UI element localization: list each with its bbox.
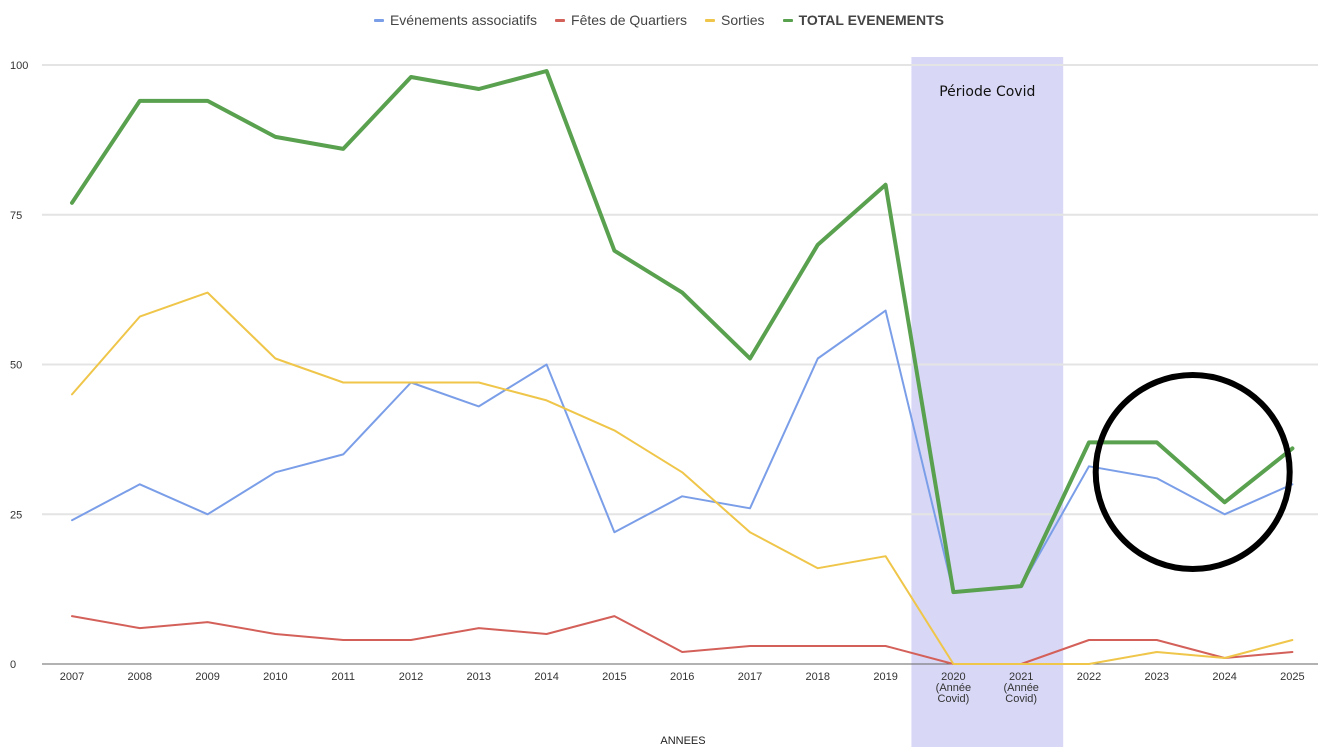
x-tick-label: 2012: [399, 671, 423, 683]
y-tick-label: 100: [10, 60, 28, 72]
x-tick-label: 2014: [534, 671, 558, 683]
x-tick-label: 2019: [873, 671, 897, 683]
x-tick-label: 2024: [1212, 671, 1236, 683]
x-axis-title: ANNEES: [660, 735, 705, 747]
covid-band-label: Période Covid: [939, 84, 1035, 100]
y-tick-label: 0: [10, 659, 16, 671]
legend-label: Fêtes de Quartiers: [571, 12, 687, 28]
x-tick-label: 2025: [1280, 671, 1304, 683]
y-tick-label: 75: [10, 210, 22, 222]
legend-swatch: [704, 18, 715, 22]
x-tick-label: 2007: [60, 671, 84, 683]
x-tick-label: 2020 (Année Covid): [936, 671, 971, 705]
x-tick-label: 2011: [331, 671, 355, 683]
legend-item: Fêtes de Quartiers: [555, 12, 687, 28]
legend-item: Sorties: [704, 12, 765, 28]
gridlines: [42, 64, 1318, 665]
series-line-1: [71, 615, 1294, 665]
x-tick-label: 2010: [263, 671, 287, 683]
y-axis-ticks: 0 25 50 75 100: [10, 60, 28, 671]
x-tick-label: 2018: [806, 671, 830, 683]
x-tick-label: 2013: [467, 671, 491, 683]
series-lines: [70, 69, 1295, 665]
legend-swatch: [555, 18, 566, 22]
highlight-circle: [1092, 372, 1293, 572]
x-axis-ticks: 2007 2008 2009 2010 2011 2012 2013 2014 2015 2016…: [60, 671, 1305, 705]
legend-label: Sorties: [720, 12, 765, 28]
x-tick-label: 2021 (Année Covid): [1003, 671, 1038, 705]
x-tick-label: 2023: [1145, 671, 1169, 683]
series-line-0: [71, 309, 1294, 594]
legend-swatch: [373, 18, 384, 22]
x-tick-label: 2017: [738, 671, 762, 683]
series-line-2: [71, 291, 1294, 665]
y-tick-label: 50: [10, 360, 22, 372]
legend-label: TOTAL EVENEMENTS: [798, 12, 945, 28]
legend-item: TOTAL EVENEMENTS: [782, 12, 945, 28]
covid-band-layer: [911, 57, 1064, 747]
y-tick-label: 25: [10, 509, 22, 521]
x-tick-label: 2022: [1077, 671, 1101, 683]
x-tick-label: 2016: [670, 671, 694, 683]
x-tick-label: 2008: [128, 671, 152, 683]
annotations: Période Covid: [939, 84, 1293, 572]
x-tick-label: 2009: [195, 671, 219, 683]
legend-label: Evénements associatifs: [389, 12, 538, 28]
legend: Evénements associatifs Fêtes de Quartiers…: [0, 12, 1318, 28]
series-line-3: [70, 69, 1295, 595]
covid-band: [911, 57, 1064, 747]
legend-item: Evénements associatifs: [373, 12, 538, 28]
x-tick-label: 2015: [602, 671, 626, 683]
legend-swatch: [782, 18, 793, 22]
